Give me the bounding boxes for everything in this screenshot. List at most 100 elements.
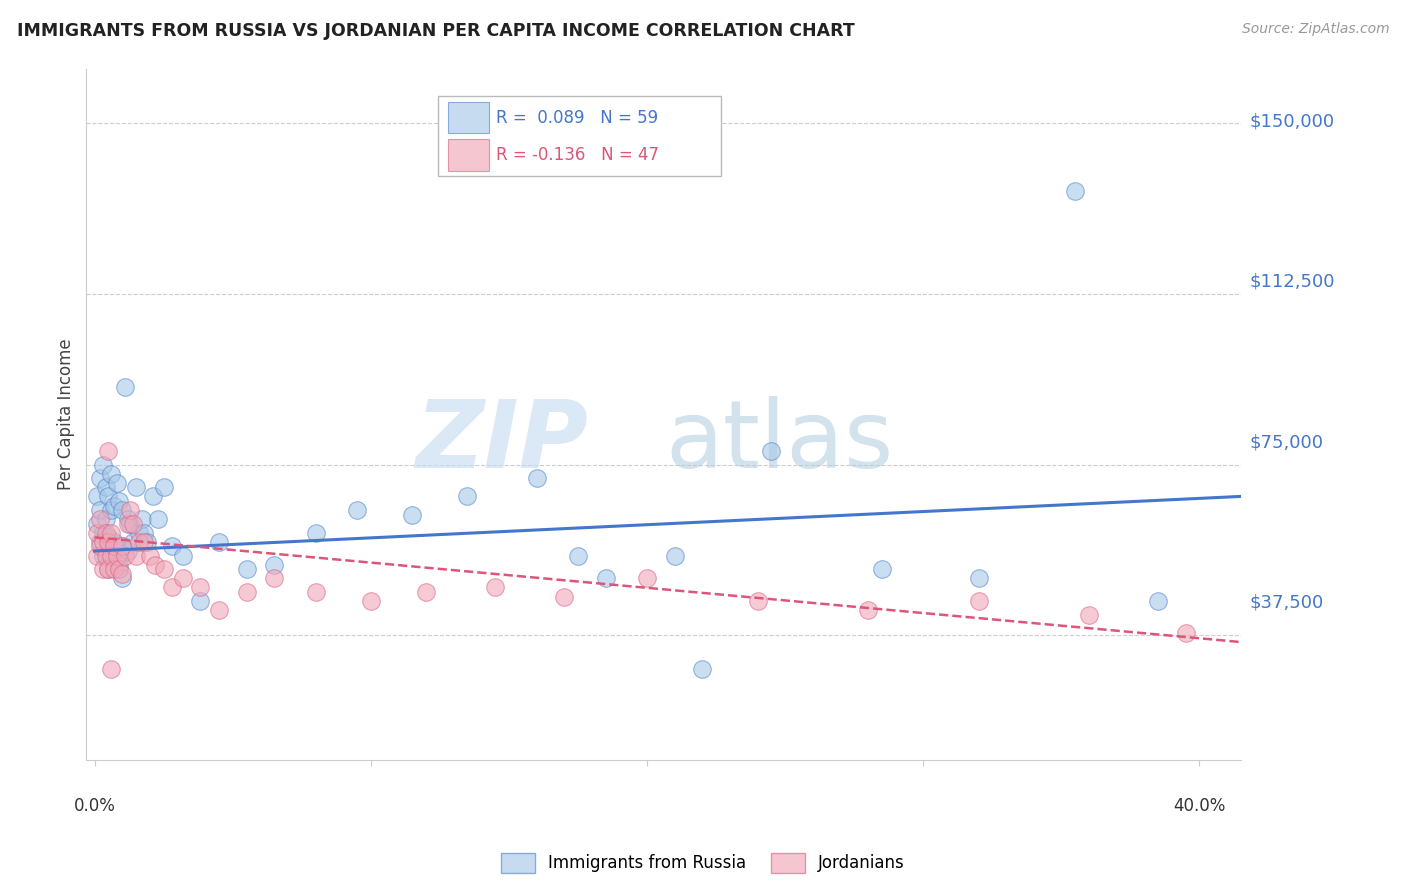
Point (97, 562, 120, 576)
Point (360, 594, 382, 608)
Point (111, 571, 134, 585)
Point (967, 571, 990, 585)
Point (304, 585, 326, 599)
Point (111, 566, 134, 581)
Point (152, 562, 174, 576)
Text: IMMIGRANTS FROM RUSSIA VS JORDANIAN PER CAPITA INCOME CORRELATION CHART: IMMIGRANTS FROM RUSSIA VS JORDANIAN PER … (17, 22, 855, 40)
Point (100, 503, 122, 517)
Point (94, 480, 117, 494)
Point (97, 443, 120, 458)
Point (235, 585, 257, 599)
Point (134, 525, 156, 540)
Point (636, 571, 658, 585)
Point (91, 458, 114, 472)
Point (91, 549, 114, 563)
Point (484, 581, 506, 595)
Point (122, 535, 145, 549)
Point (114, 549, 136, 563)
Text: R = -0.136   N = 47: R = -0.136 N = 47 (496, 146, 659, 164)
Point (100, 662, 122, 676)
Point (108, 494, 131, 508)
Point (89, 540, 111, 554)
Point (97, 562, 120, 576)
Point (415, 585, 437, 599)
Point (100, 540, 122, 554)
Point (553, 590, 575, 604)
Point (456, 490, 478, 504)
Text: atlas: atlas (665, 396, 893, 488)
FancyBboxPatch shape (439, 96, 721, 176)
Y-axis label: Per Capita Income: Per Capita Income (58, 339, 75, 491)
Point (89, 512, 111, 526)
Point (108, 558, 131, 572)
Point (967, 594, 990, 608)
Point (103, 562, 125, 576)
Point (263, 571, 285, 585)
Point (103, 540, 125, 554)
Point (567, 549, 589, 563)
Point (188, 581, 211, 595)
Point (89, 535, 111, 549)
Legend: Immigrants from Russia, Jordanians: Immigrants from Russia, Jordanians (495, 847, 911, 880)
Point (111, 503, 134, 517)
Point (143, 558, 166, 572)
Point (94, 512, 117, 526)
Point (103, 499, 125, 513)
Point (142, 490, 165, 504)
Point (139, 549, 162, 563)
Point (94, 549, 117, 563)
Point (86, 549, 108, 563)
Point (114, 380, 136, 394)
Point (100, 549, 122, 563)
Point (870, 562, 893, 576)
Point (128, 535, 150, 549)
Point (664, 549, 686, 563)
Point (120, 503, 142, 517)
Point (91, 535, 114, 549)
Point (526, 471, 548, 485)
Point (103, 535, 125, 549)
Point (160, 540, 183, 554)
FancyBboxPatch shape (447, 139, 489, 170)
Point (105, 549, 128, 563)
Point (117, 516, 139, 531)
Point (125, 480, 148, 494)
Point (94, 544, 117, 558)
Point (263, 558, 285, 572)
Point (100, 467, 122, 481)
Point (856, 603, 879, 617)
Point (117, 544, 139, 558)
Point (120, 516, 142, 531)
Point (105, 549, 128, 563)
Point (747, 594, 769, 608)
Point (131, 512, 153, 526)
Point (401, 508, 423, 522)
Point (208, 603, 231, 617)
Point (111, 540, 134, 554)
Point (172, 571, 194, 585)
Point (117, 512, 139, 526)
Point (86, 516, 108, 531)
Text: 0.0%: 0.0% (73, 797, 115, 814)
Point (690, 662, 713, 676)
Point (91, 525, 114, 540)
Text: Source: ZipAtlas.com: Source: ZipAtlas.com (1241, 22, 1389, 37)
Point (152, 480, 174, 494)
Point (91, 562, 114, 576)
Text: ZIP: ZIP (416, 396, 589, 488)
Point (86, 490, 108, 504)
Point (304, 525, 326, 540)
Point (346, 503, 368, 517)
Point (89, 471, 111, 485)
Point (111, 540, 134, 554)
Point (146, 512, 169, 526)
Point (136, 535, 159, 549)
Point (125, 549, 148, 563)
Text: 40.0%: 40.0% (1173, 797, 1226, 814)
Point (1147, 594, 1170, 608)
Point (761, 443, 783, 458)
Point (105, 475, 128, 490)
Point (235, 562, 257, 576)
Point (97, 490, 120, 504)
Point (1078, 607, 1101, 622)
